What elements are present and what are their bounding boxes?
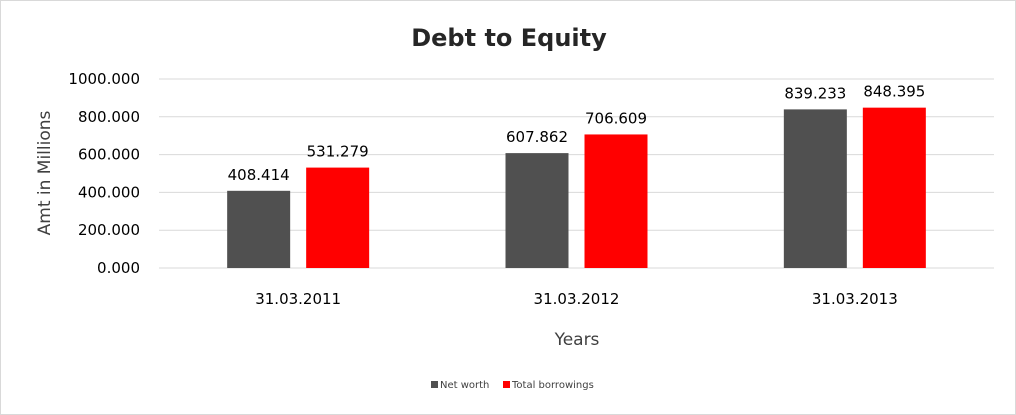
y-tick-label: 800.000 [78,108,140,126]
y-tick-label: 0.000 [97,259,140,277]
x-axis-ticks: 31.03.2011 31.03.2012 31.03.2013 [255,290,898,308]
bar [505,153,569,268]
x-tick-label: 31.03.2012 [534,290,620,308]
bar [227,190,291,268]
bar [783,109,847,268]
data-label: 408.414 [228,166,290,184]
data-label: 706.609 [585,109,647,127]
y-tick-label: 400.000 [78,183,140,201]
y-tick-label: 1000.000 [68,70,140,88]
x-tick-label: 31.03.2013 [812,290,898,308]
data-label: 848.395 [863,83,925,101]
y-tick-label: 600.000 [78,146,140,164]
bar [584,134,648,268]
bars [227,107,926,268]
bar [306,167,370,268]
bar [862,107,926,268]
legend-label: Net worth [440,380,489,391]
legend-label: Total borrowings [511,380,594,391]
data-label: 839.233 [784,84,846,102]
data-labels: 408.414 531.279 607.862 706.609 839.233 848.3… [228,83,926,184]
x-tick-label: 31.03.2011 [255,290,341,308]
gridlines [159,78,994,269]
y-axis-ticks: 0.000 200.000 400.000 600.000 800.000 1000.00… [68,70,140,277]
x-axis-title: Years [554,330,600,350]
chart-title: Debt to Equity [411,24,607,52]
y-tick-label: 200.000 [78,221,140,239]
data-label: 607.862 [506,128,568,146]
data-label: 531.279 [307,143,369,161]
legend-swatch [431,381,438,388]
legend: Net worth Total borrowings [431,380,594,391]
legend-swatch [503,381,510,388]
y-axis-title: Amt in Millions [35,110,55,235]
